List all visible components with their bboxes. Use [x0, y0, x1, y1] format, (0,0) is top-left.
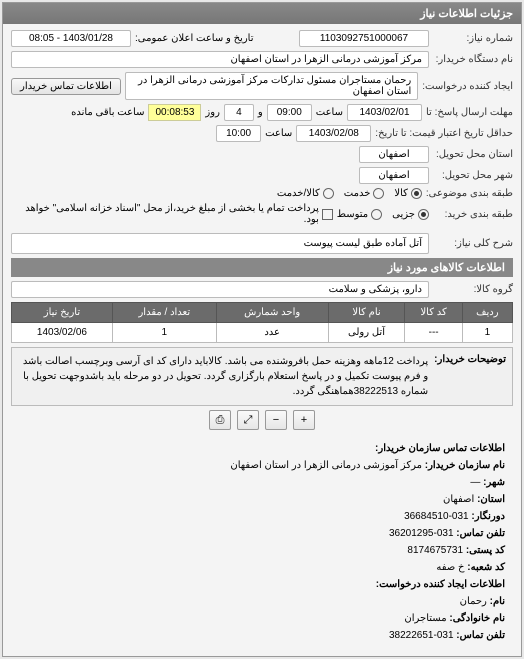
radio-icon: [418, 209, 429, 220]
delivery-city-value: اصفهان: [359, 167, 429, 184]
row-requester: ایجاد کننده درخواست: رحمان مستاجران مسئو…: [11, 72, 513, 100]
row-group: گروه کالا: دارو، پزشکی و سلامت: [11, 281, 513, 298]
radio-small[interactable]: جزیی: [392, 209, 429, 220]
min-valid-label: حداقل تاریخ اعتبار قیمت: تا تاریخ:: [375, 128, 513, 139]
requester-label: ایجاد کننده درخواست:: [422, 81, 513, 92]
req-contact-section-title: اطلاعات ایجاد کننده درخواست:: [376, 579, 505, 590]
th-unit: واحد شمارش: [216, 303, 328, 323]
category-label: طبقه بندی موضوعی:: [426, 188, 513, 199]
fit-icon[interactable]: ⤢: [237, 410, 259, 430]
th-date: تاریخ نیاز: [12, 303, 113, 323]
buyer-org-label: نام دستگاه خریدار:: [433, 54, 513, 65]
details-panel: جزئیات اطلاعات نیاز شماره نیاز: 11030927…: [2, 2, 522, 657]
buyer-org-value: مرکز آموزشی درمانی الزهرا در استان اصفها…: [11, 51, 429, 68]
countdown-timer: 00:08:53: [148, 104, 201, 121]
reply-deadline-label: مهلت ارسال پاسخ: تا: [426, 107, 513, 118]
row-description: شرح کلی نیاز: آتل آماده طبق لیست پیوست: [11, 233, 513, 254]
table-row[interactable]: 1 --- آتل رولی عدد 1 1403/02/06: [12, 323, 513, 343]
group-value: دارو، پزشکی و سلامت: [11, 281, 429, 298]
panel-title: جزئیات اطلاعات نیاز: [3, 3, 521, 24]
requester-value: رحمان مستاجران مسئول تدارکات مرکز آموزشی…: [125, 72, 418, 100]
delivery-prov-label: استان محل تحویل:: [433, 149, 513, 160]
form-body: شماره نیاز: 1103092751000067 تاریخ و ساع…: [3, 24, 521, 656]
buyer-note-label: توضیحات خریدار:: [434, 354, 506, 399]
print-icon[interactable]: ⎙: [209, 410, 231, 430]
th-code: کد کالا: [405, 303, 462, 323]
group-label: گروه کالا:: [433, 284, 513, 295]
row-min-valid: حداقل تاریخ اعتبار قیمت: تا تاریخ: 1403/…: [11, 125, 513, 142]
radio-icon: [373, 188, 384, 199]
need-no-value: 1103092751000067: [299, 30, 429, 47]
th-row: ردیف: [462, 303, 512, 323]
radio-goods[interactable]: کالا: [394, 188, 422, 199]
reply-date: 1403/02/01: [347, 104, 422, 121]
zoom-out-icon[interactable]: −: [265, 410, 287, 430]
row-category: طبقه بندی موضوعی: کالا خدمت کالا/خدمت: [11, 188, 513, 199]
delivery-prov-value: اصفهان: [359, 146, 429, 163]
contact-info-block: اطلاعات تماس سازمان خریدار: نام سازمان خ…: [11, 434, 513, 650]
zoom-in-icon[interactable]: +: [293, 410, 315, 430]
row-delivery-province: استان محل تحویل: اصفهان: [11, 146, 513, 163]
delivery-city-label: شهر محل تحویل:: [433, 170, 513, 181]
contact-info-button[interactable]: اطلاعات تماس خریدار: [11, 78, 121, 95]
reply-time-label: ساعت: [316, 107, 343, 118]
goods-table: ردیف کد کالا نام کالا واحد شمارش تعداد /…: [11, 302, 513, 343]
radio-medium[interactable]: متوسط: [337, 209, 382, 220]
table-header-row: ردیف کد کالا نام کالا واحد شمارش تعداد /…: [12, 303, 513, 323]
radio-icon: [323, 188, 334, 199]
buy-size-radio-group: جزیی متوسط: [337, 209, 429, 220]
buyer-note-text: پرداخت 12ماهه وهزینه حمل بافروشنده می با…: [18, 354, 428, 399]
row-delivery-city: شهر محل تحویل: اصفهان: [11, 167, 513, 184]
row-buyer-org: نام دستگاه خریدار: مرکز آموزشی درمانی ال…: [11, 51, 513, 68]
th-qty: تعداد / مقدار: [112, 303, 216, 323]
checkbox-icon: [322, 209, 333, 220]
row-buy-size: طبقه بندی خرید: جزیی متوسط پرداخت تمام ی…: [11, 203, 513, 225]
buy-size-label: طبقه بندی خرید:: [433, 209, 513, 220]
reply-time: 09:00: [267, 104, 312, 121]
min-valid-time: 10:00: [216, 125, 261, 142]
desc-value: آتل آماده طبق لیست پیوست: [11, 233, 429, 254]
toolbar: + − ⤢ ⎙: [11, 406, 513, 434]
radio-icon: [371, 209, 382, 220]
category-radio-group: کالا خدمت کالا/خدمت: [277, 188, 422, 199]
radio-icon: [411, 188, 422, 199]
desc-label: شرح کلی نیاز:: [433, 238, 513, 249]
row-need-no: شماره نیاز: 1103092751000067 تاریخ و ساع…: [11, 30, 513, 47]
buyer-note-box: توضیحات خریدار: پرداخت 12ماهه وهزینه حمل…: [11, 347, 513, 406]
need-no-label: شماره نیاز:: [433, 33, 513, 44]
radio-service[interactable]: خدمت: [344, 188, 385, 199]
reply-days: 4: [224, 104, 254, 121]
announce-label: تاریخ و ساعت اعلان عمومی:: [135, 33, 254, 44]
radio-goods-service[interactable]: کالا/خدمت: [277, 188, 334, 199]
th-name: نام کالا: [328, 303, 405, 323]
goods-section-title: اطلاعات کالاهای مورد نیاز: [11, 258, 513, 277]
row-reply-deadline: مهلت ارسال پاسخ: تا 1403/02/01 ساعت 09:0…: [11, 104, 513, 121]
contact-section-title: اطلاعات تماس سازمان خریدار:: [375, 443, 505, 454]
min-valid-date: 1403/02/08: [296, 125, 371, 142]
treasury-checkbox[interactable]: پرداخت تمام یا بخشی از مبلغ خرید،از محل …: [11, 203, 333, 225]
announce-value: 1403/01/28 - 08:05: [11, 30, 131, 47]
